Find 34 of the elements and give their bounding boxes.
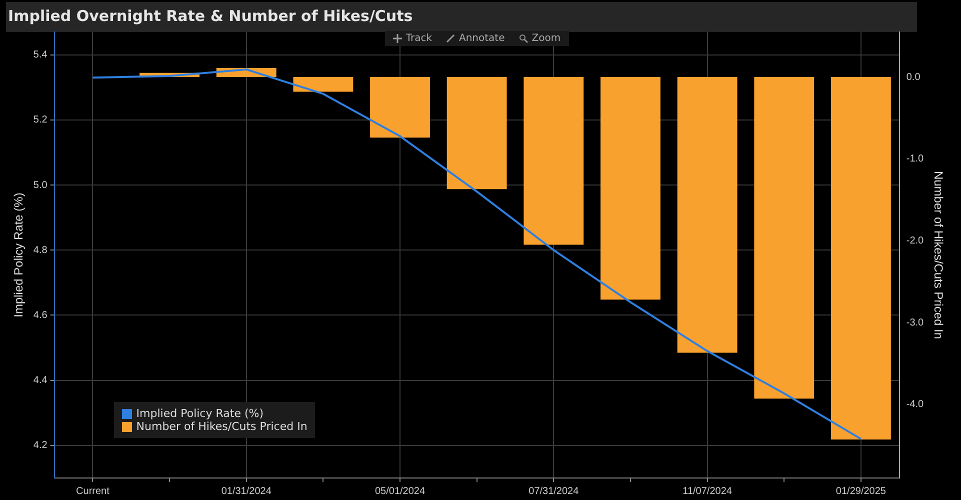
x-tick-label: 07/31/2024	[528, 486, 580, 497]
y-tick-label: 5.4	[33, 50, 48, 61]
bar	[600, 77, 660, 300]
annotation: Zoom	[532, 33, 561, 44]
y-tick-label: 4.6	[33, 310, 48, 321]
bar	[370, 77, 430, 138]
annotation: Annotate	[459, 33, 505, 44]
bar	[446, 77, 507, 190]
y2-axis-title: Number of Hikes/Cuts Priced In	[931, 170, 946, 340]
bar	[754, 77, 814, 399]
y-tick-label: 4.8	[33, 244, 48, 256]
y2-tick-label: -4.0	[906, 399, 924, 410]
y2-tick-label: -2.0	[906, 235, 924, 246]
y2-tick-label: -3.0	[906, 317, 924, 328]
x-tick-label: 05/01/2024	[374, 486, 426, 497]
bar	[524, 77, 584, 245]
x-tick-label: 11/07/2024	[682, 486, 732, 497]
legend-label: Implied Policy Rate (%)	[136, 407, 264, 420]
x-tick-label: 01/31/2024	[221, 486, 272, 497]
bar	[830, 77, 891, 440]
y-tick-label: 4.4	[33, 375, 48, 386]
y-tick-label: 4.2	[33, 440, 48, 452]
annotation: Track	[406, 33, 432, 44]
y-tick-label: 5.2	[33, 114, 48, 126]
bar	[677, 77, 738, 353]
y-tick-label: 5.0	[33, 180, 48, 191]
legend-label: Number of Hikes/Cuts Priced In	[136, 420, 308, 433]
y2-tick-label: -1.0	[906, 154, 924, 165]
bar	[293, 77, 354, 92]
chart-title: Implied Overnight Rate & Number of Hikes/Cuts	[8, 6, 413, 25]
y-axis-title: Implied Policy Rate (%)	[12, 192, 26, 318]
x-tick-label: Current	[76, 486, 110, 497]
x-tick-label: 01/29/2025	[836, 486, 886, 497]
y2-tick-label: 0.0	[906, 72, 921, 83]
